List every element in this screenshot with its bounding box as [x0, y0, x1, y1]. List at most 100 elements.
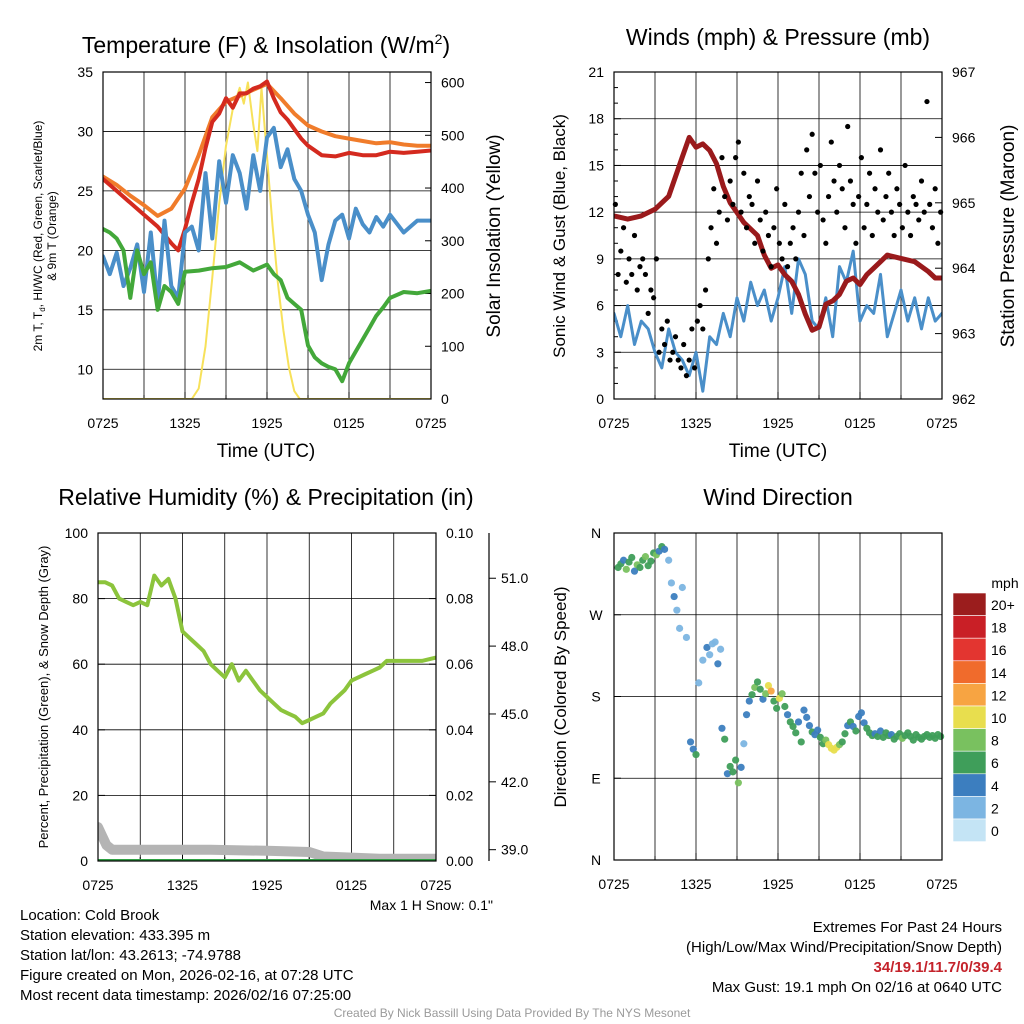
- wind-direction-point: [706, 651, 714, 659]
- wind-gust-point: [697, 302, 703, 309]
- wind-gust-point: [853, 240, 859, 246]
- wind-direction-point: [742, 711, 751, 719]
- rh-y3tick-label: 51.0: [501, 570, 528, 586]
- winds-xtick-label: 0725: [926, 415, 957, 431]
- winds-xtick-label: 0125: [844, 415, 875, 431]
- wind-gust-point: [815, 209, 821, 215]
- temp-frame: [102, 71, 432, 400]
- rh-ytick-label: 80: [72, 591, 88, 607]
- wind-gust-point: [678, 365, 684, 371]
- wind-gust-point: [667, 357, 673, 363]
- wind-direction-point: [745, 697, 753, 705]
- wind-gust-point: [869, 232, 875, 239]
- wind-gust-point: [659, 326, 665, 332]
- wind-gust-point: [711, 186, 717, 192]
- wdir-legend-label: 12: [991, 687, 1007, 703]
- winds-xlabel: Time (UTC): [729, 441, 828, 462]
- wind-gust-point: [702, 287, 709, 293]
- temp-series-wind-chill: [103, 125, 431, 306]
- wind-direction-point: [800, 706, 808, 714]
- rh-y2tick-label: 0.04: [446, 722, 473, 738]
- wdir-legend-swatch: [952, 615, 987, 639]
- wdir-legend-label: 6: [991, 755, 999, 771]
- wind-gust-point: [700, 326, 706, 332]
- wind-gust-point: [798, 170, 804, 176]
- winds-y2tick-label: 965: [952, 195, 976, 211]
- wind-gust-point: [784, 264, 791, 270]
- wind-direction-point: [667, 579, 676, 587]
- temp-xtick-label: 0725: [87, 415, 118, 431]
- temp-xtick-label: 0125: [333, 415, 364, 431]
- wind-direction-point: [797, 738, 805, 746]
- wind-gust-point: [716, 209, 722, 215]
- wdir-legend-swatch: [952, 637, 987, 662]
- wdir-legend-swatch: [952, 750, 987, 775]
- wind-gust-point: [886, 170, 892, 176]
- winds-ytick-label: 3: [596, 344, 604, 360]
- station-location: Location: Cold Brook: [20, 907, 160, 924]
- wind-direction-point: [711, 638, 719, 646]
- rh-xtick-label: 0125: [336, 877, 367, 893]
- wind-gust-point: [757, 217, 763, 223]
- wind-direction-point: [759, 695, 767, 703]
- wind-direction-point: [734, 779, 742, 787]
- wind-direction-point: [619, 556, 628, 564]
- temp-y2tick-label: 400: [441, 180, 465, 196]
- winds-ytick-label: 12: [588, 204, 604, 220]
- rh-y2tick-label: 0.02: [446, 787, 473, 803]
- wind-direction-point: [814, 726, 822, 734]
- winds-title: Winds (mph) & Pressure (mb): [626, 24, 930, 50]
- wind-gust-point: [804, 147, 810, 153]
- wind-direction-point: [670, 592, 678, 601]
- max-gust: Max Gust: 19.1 mph On 02/16 at 0640 UTC: [711, 979, 1002, 996]
- rh-xtick-label: 1925: [251, 877, 282, 893]
- wind-direction-point: [732, 756, 740, 764]
- wind-direction-point: [692, 751, 700, 759]
- wdir-xtick-label: 0125: [844, 876, 875, 892]
- temp-ylabel: 2m T, Td, HI/WC (Red, Green, Scarlet/Blu…: [31, 121, 59, 352]
- rh-y3tick-label: 42.0: [501, 774, 528, 790]
- winds-series-sonic-wind: [614, 249, 942, 393]
- rh-ytick-label: 100: [65, 525, 89, 541]
- wind-direction-point: [703, 643, 711, 652]
- rh-y3tick-label: 39.0: [501, 842, 528, 858]
- wind-gust-point: [722, 193, 728, 200]
- wind-gust-point: [905, 209, 911, 215]
- extremes-info: Extremes For Past 24 Hours (High/Low/Max…: [686, 918, 1002, 998]
- wind-gust-point: [872, 186, 878, 192]
- wind-direction-point: [676, 624, 684, 632]
- station-elevation: Station elevation: 433.395 m: [20, 927, 211, 944]
- wind-gust-point: [746, 193, 752, 200]
- credit-line: Created By Nick Bassill Using Data Provi…: [333, 1006, 691, 1020]
- wind-direction-point: [723, 770, 732, 778]
- wind-direction-point: [665, 556, 673, 564]
- wind-gust-point: [615, 271, 621, 278]
- wdir-legend-swatch: [952, 592, 987, 616]
- wind-gust-point: [760, 248, 766, 254]
- wind-direction-point: [841, 730, 849, 738]
- wind-direction-point: [753, 678, 762, 686]
- wind-direction-point: [789, 722, 797, 731]
- wind-gust-point: [921, 209, 927, 215]
- wdir-legend-swatch: [952, 660, 987, 684]
- wdir-legend-label: 8: [991, 733, 999, 749]
- wind-gust-point: [730, 201, 736, 207]
- wind-direction-point: [909, 736, 917, 744]
- wind-gust-point: [897, 201, 903, 207]
- rh-frame: [97, 532, 437, 862]
- wind-gust-point: [801, 232, 807, 239]
- wind-gust-point: [861, 225, 867, 231]
- rh-title: Relative Humidity (%) & Precipitation (i…: [58, 484, 473, 510]
- wdir-ytick-label: N: [591, 852, 601, 868]
- wind-gust-point: [839, 186, 845, 192]
- wind-gust-point: [705, 256, 711, 262]
- wind-gust-point: [847, 178, 854, 184]
- wind-gust-point: [845, 123, 851, 130]
- wind-gust-point: [779, 256, 785, 262]
- wdir-legend-label: 10: [991, 710, 1007, 726]
- wind-gust-point: [828, 139, 834, 145]
- wind-direction-point: [852, 727, 860, 735]
- winds-xtick-label: 1925: [762, 415, 793, 431]
- winds-ylabel2: Station Pressure (Maroon): [998, 125, 1019, 348]
- wind-gust-point: [883, 193, 889, 200]
